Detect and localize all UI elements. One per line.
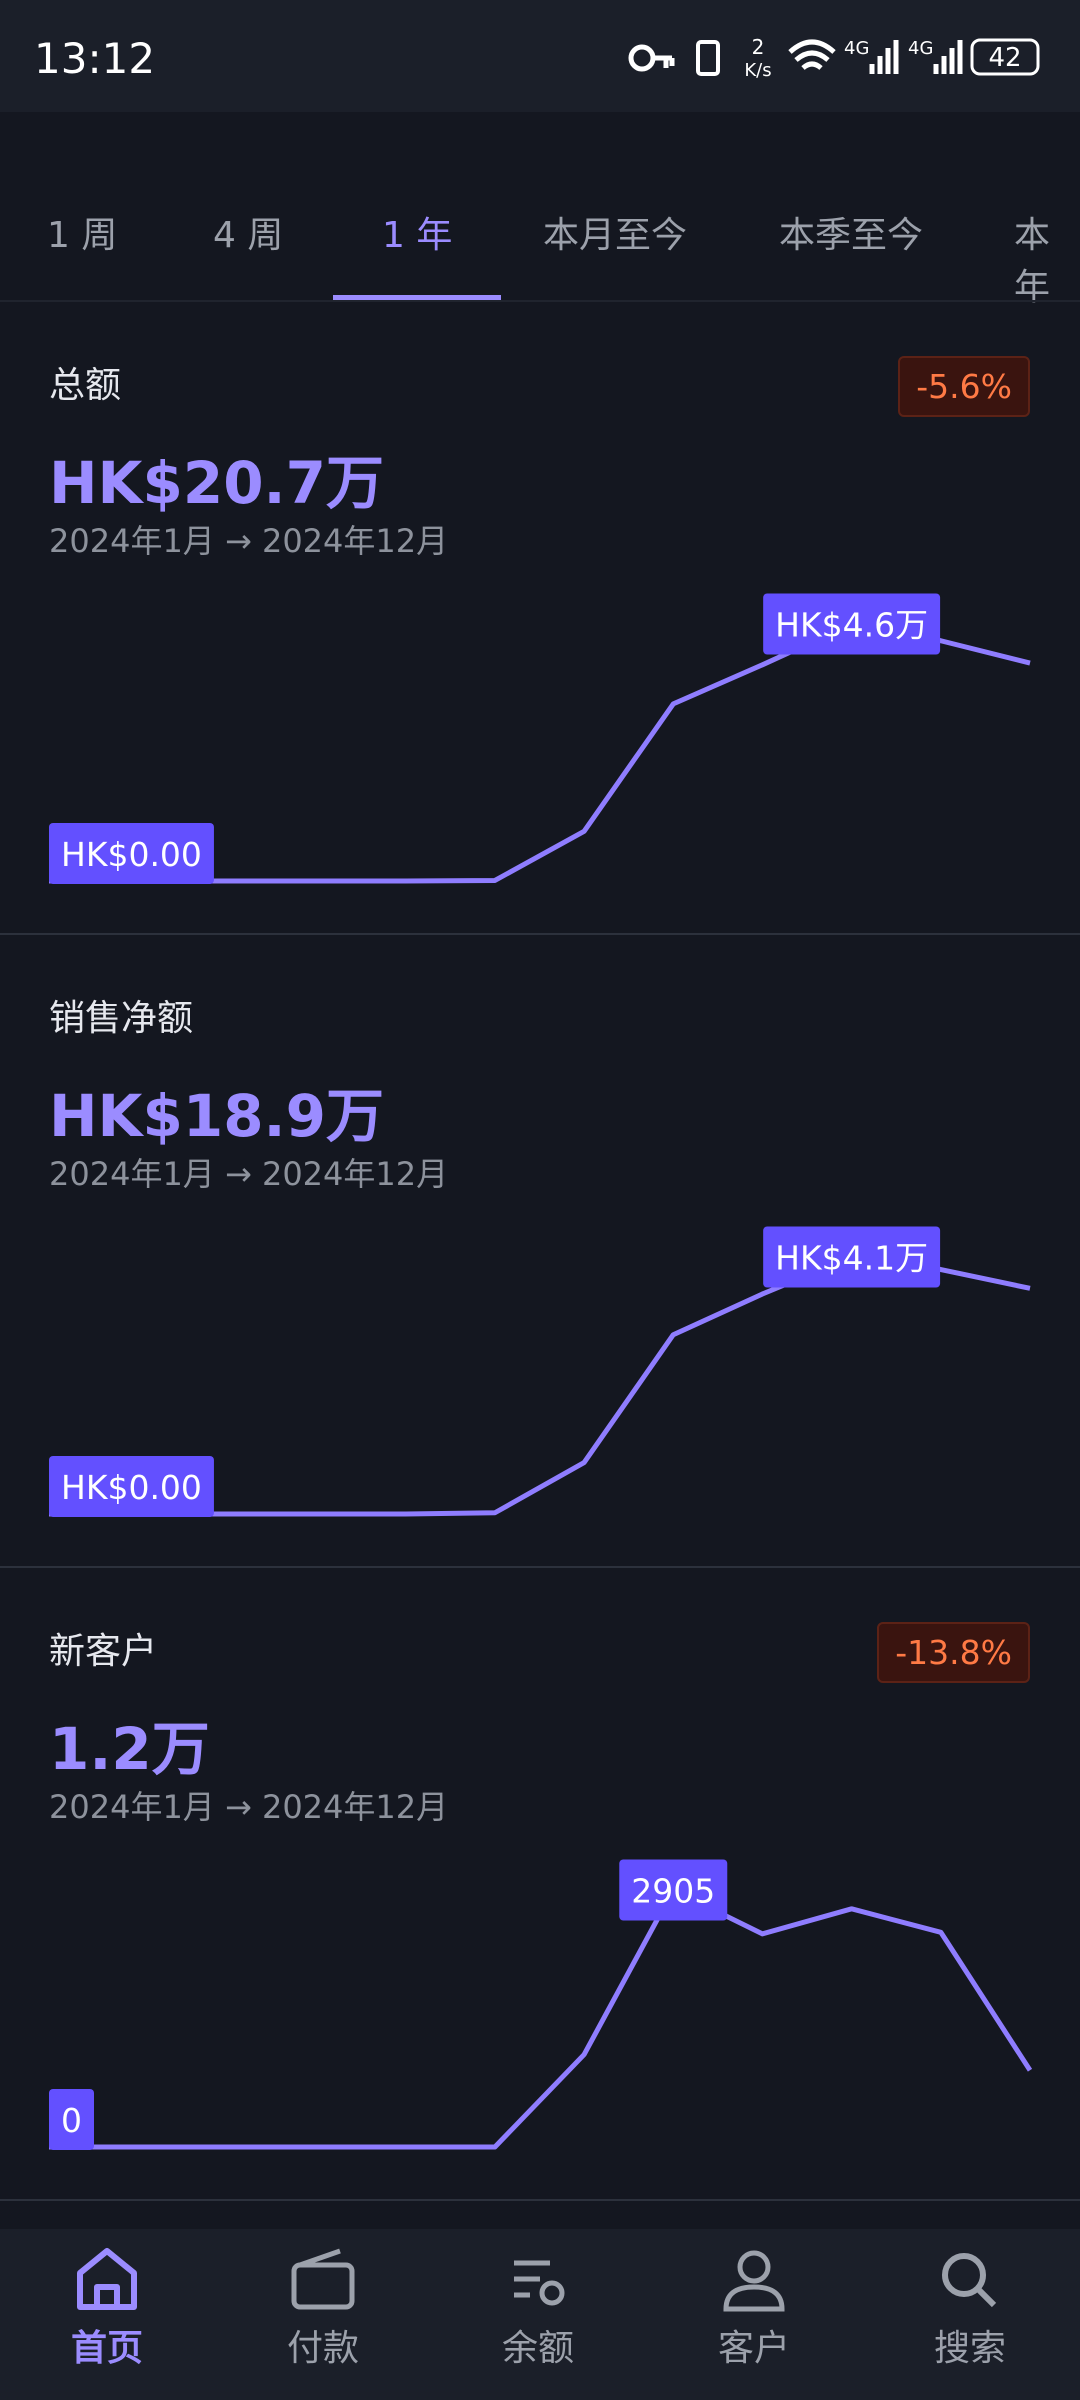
battery-icon — [970, 38, 1040, 76]
customer-icon — [737, 2250, 771, 2284]
nav-icons — [77, 2248, 997, 2312]
home-icon — [77, 2248, 137, 2310]
customer-icon — [723, 2284, 785, 2312]
signal-icon — [933, 40, 963, 74]
range-tab[interactable]: 本年 — [1014, 215, 1051, 308]
net-label: 4G — [908, 38, 933, 59]
label-text: HK$4.1万 — [775, 1239, 928, 1278]
label-box — [49, 1456, 214, 1517]
status-bar: 13:12 2 K/s 4G 4G 42 — [0, 0, 1080, 112]
balance-icon — [514, 2260, 550, 2298]
range-tab[interactable]: 1 年 — [382, 215, 453, 256]
clock: 13:12 — [34, 34, 156, 83]
key-icon — [628, 44, 656, 72]
tab-underline — [333, 295, 501, 300]
range-tab[interactable]: 4 周 — [213, 215, 284, 256]
nav-label[interactable]: 付款 — [286, 2328, 359, 2369]
value-label: 2905 — [619, 1859, 728, 1921]
speed: 2 — [752, 35, 765, 59]
speed-unit: K/s — [744, 60, 771, 81]
wallet-icon — [299, 2248, 341, 2268]
nav-label[interactable]: 搜索 — [933, 2328, 1006, 2369]
change-badge: -13.8% — [877, 1622, 1030, 1683]
range-tab[interactable]: 本季至今 — [779, 215, 924, 256]
card-period: 2024年1月 → 2024年12月 — [49, 1788, 449, 1826]
nav-label[interactable]: 余额 — [501, 2328, 574, 2369]
range-tab[interactable]: 1 周 — [47, 215, 118, 256]
card-title: 总额 — [49, 365, 122, 406]
divider — [0, 2199, 1080, 2201]
label-text: HK$0.00 — [61, 1468, 202, 1507]
card-value: HK$18.9万 — [49, 1082, 384, 1150]
nav-label[interactable]: 客户 — [717, 2328, 790, 2369]
card-title: 销售净额 — [49, 998, 194, 1039]
line — [49, 1887, 1033, 2150]
label-box — [763, 593, 941, 655]
sparkline: HK$0.00 HK$4.6万 — [49, 593, 1031, 884]
card-title: 新客户 — [49, 1631, 158, 1672]
nav-label[interactable]: 首页 — [70, 2328, 143, 2369]
battery-level: 42 — [988, 43, 1021, 73]
signal-icon — [869, 40, 899, 74]
sparkline: HK$0.00 HK$4.1万 — [49, 1226, 1031, 1517]
change-badge: -5.6% — [898, 356, 1030, 417]
value-label: 0 — [49, 2089, 94, 2150]
value-label: HK$0.00 — [49, 1456, 214, 1517]
metric-card[interactable]: 销售净额 HK$18.9万 2024年1月 → 2024年12月 HK$0.00 HK$… — [0, 939, 1080, 1572]
label-text: 2905 — [631, 1872, 715, 1911]
search-icon — [975, 2286, 997, 2308]
metric-card[interactable]: 总额 -5.6% HK$20.7万 2024年1月 → 2024年12月 HK$0.00… — [0, 306, 1080, 939]
label-text: HK$4.6万 — [775, 606, 928, 645]
search-icon — [942, 2253, 986, 2297]
metric-card[interactable]: 新客户 -13.8% 1.2万 2024年1月 → 2024年12月 0 2905 — [0, 1572, 1080, 2205]
value-label: HK$0.00 — [49, 823, 214, 884]
status-icons: 2 K/s 4G 4G 42 — [628, 35, 1040, 81]
label-box — [49, 2089, 94, 2150]
key-icon — [653, 55, 675, 68]
card-value: HK$20.7万 — [49, 449, 384, 517]
sparkline: 0 2905 — [49, 1859, 1033, 2150]
card-value: 1.2万 — [49, 1715, 210, 1783]
vibrate-icon — [696, 40, 720, 76]
net-label: 4G — [844, 38, 869, 59]
divider — [0, 933, 1080, 935]
value-label: HK$4.1万 — [763, 1226, 941, 1288]
card-period: 2024年1月 → 2024年12月 — [49, 522, 449, 560]
bottom-nav: 首页 付款 余额 客户 搜索 — [0, 2229, 1080, 2400]
label-box — [763, 1226, 941, 1288]
label-text: HK$0.00 — [61, 835, 202, 874]
card-period: 2024年1月 → 2024年12月 — [49, 1155, 449, 1193]
value-label: HK$4.6万 — [763, 593, 941, 655]
divider — [0, 300, 1080, 302]
label-box — [619, 1859, 728, 1921]
divider — [0, 1566, 1080, 1568]
wallet-icon — [291, 2262, 355, 2310]
label-text: 0 — [61, 2101, 82, 2140]
label-box — [49, 823, 214, 884]
balance-icon — [539, 2280, 565, 2306]
range-tab[interactable]: 本月至今 — [543, 215, 688, 256]
wifi-icon — [788, 39, 836, 70]
